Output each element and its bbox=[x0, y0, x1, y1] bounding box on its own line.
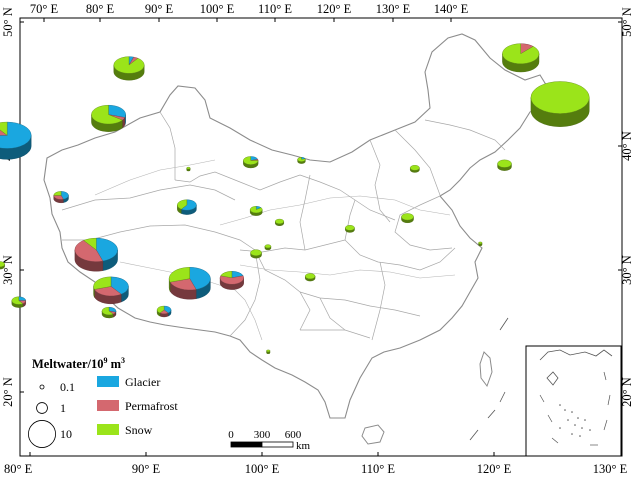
pie-slice-snow bbox=[0, 261, 5, 266]
pie-chart bbox=[220, 271, 244, 289]
legend-swatch-glacier bbox=[97, 376, 119, 387]
left-latitude-labels: 50° N40° N30° N20° N bbox=[1, 7, 15, 407]
right-lat-label: 40° N bbox=[620, 131, 634, 161]
legend-size-label: 0.1 bbox=[60, 380, 75, 394]
pie-chart bbox=[401, 213, 413, 222]
pie-chart bbox=[54, 191, 69, 202]
pie-slice-snow bbox=[114, 57, 144, 74]
bottom-lon-label: 100° E bbox=[245, 462, 280, 476]
left-lat-label: 20° N bbox=[1, 377, 15, 407]
legend-size-label: 1 bbox=[60, 401, 66, 415]
top-lon-label: 70° E bbox=[30, 2, 59, 16]
pie-slice-snow bbox=[305, 273, 315, 278]
pie-chart bbox=[169, 267, 210, 299]
legend-title: Meltwater/109 m3 bbox=[32, 356, 125, 371]
scale-tick-0: 0 bbox=[228, 429, 234, 441]
pie-slice-snow bbox=[265, 245, 271, 248]
pie-chart bbox=[91, 105, 125, 131]
legend-size-circle bbox=[37, 403, 48, 414]
pie-chart bbox=[250, 206, 262, 215]
scale-bar-white-segment bbox=[262, 442, 293, 447]
legend-size-circle bbox=[28, 420, 55, 447]
pie-slice-snow bbox=[410, 165, 419, 170]
pie-chart bbox=[12, 297, 26, 308]
pie-chart bbox=[410, 165, 419, 172]
pie-slice-snow bbox=[275, 219, 284, 224]
pie-chart bbox=[345, 225, 354, 232]
scale-unit: km bbox=[296, 440, 311, 452]
top-lon-label: 100° E bbox=[200, 2, 235, 16]
pie-chart bbox=[114, 57, 144, 81]
pie-chart bbox=[102, 307, 116, 318]
pie-slice-snow bbox=[345, 225, 354, 230]
legend-label-permafrost: Permafrost bbox=[125, 399, 178, 413]
legend-swatch-snow bbox=[97, 424, 119, 435]
bottom-longitude-labels: 80° E 90° E 100° E 110° E 120° E 130° E bbox=[4, 462, 628, 476]
pie-slice-snow bbox=[251, 250, 262, 256]
pie-chart bbox=[275, 219, 284, 226]
legend-size-circle bbox=[40, 385, 44, 389]
right-lat-label: 20° N bbox=[620, 377, 634, 407]
pie-chart bbox=[267, 350, 270, 354]
pie-chart bbox=[298, 157, 306, 163]
left-lat-label: 30° N bbox=[1, 255, 15, 285]
scale-bar-black-segment bbox=[231, 442, 262, 447]
top-lon-label: 90° E bbox=[145, 2, 174, 16]
pie-chart bbox=[94, 277, 129, 304]
bottom-lon-label: 90° E bbox=[132, 462, 161, 476]
pie-chart bbox=[177, 200, 196, 215]
pie-chart bbox=[305, 273, 315, 281]
pie-chart bbox=[187, 167, 190, 171]
pie-chart bbox=[265, 245, 271, 250]
pie-chart bbox=[157, 306, 171, 317]
bottom-lon-label: 130° E bbox=[593, 462, 628, 476]
pie-slice-snow bbox=[479, 242, 482, 244]
bottom-lon-label: 120° E bbox=[477, 462, 512, 476]
left-lat-label: 50° N bbox=[1, 7, 15, 37]
scale-tick-300: 300 bbox=[254, 429, 271, 441]
pie-chart bbox=[0, 122, 31, 159]
legend-swatch-permafrost bbox=[97, 400, 119, 411]
right-lat-label: 50° N bbox=[620, 7, 634, 37]
legend-label-glacier: Glacier bbox=[125, 375, 160, 389]
top-longitude-labels: 70° E 80° E 90° E 100° E 110° E 120° E 130° E 1… bbox=[30, 2, 469, 16]
legend-label-snow: Snow bbox=[125, 423, 153, 437]
pie-chart bbox=[243, 156, 258, 167]
south-china-sea-inset bbox=[526, 346, 621, 456]
pie-chart bbox=[479, 242, 482, 246]
pie-slice-snow bbox=[498, 160, 512, 168]
right-lat-label: 30° N bbox=[620, 255, 634, 285]
pie-slice-snow bbox=[267, 350, 270, 352]
top-lon-label: 80° E bbox=[86, 2, 115, 16]
bottom-lon-label: 80° E bbox=[4, 462, 33, 476]
pie-chart bbox=[502, 44, 539, 72]
bottom-lon-label: 110° E bbox=[361, 462, 395, 476]
pie-chart bbox=[75, 238, 118, 271]
pie-slice-snow bbox=[531, 81, 589, 113]
pie-chart bbox=[498, 160, 512, 171]
top-lon-label: 120° E bbox=[317, 2, 352, 16]
pie-slice-snow bbox=[401, 213, 413, 220]
pie-slice-snow bbox=[187, 167, 190, 169]
pie-chart bbox=[531, 81, 589, 126]
legend-size-label: 10 bbox=[60, 427, 72, 441]
top-lon-label: 140° E bbox=[434, 2, 469, 16]
top-lon-label: 130° E bbox=[376, 2, 411, 16]
top-lon-label: 110° E bbox=[258, 2, 292, 16]
pie-chart bbox=[0, 261, 5, 269]
pie-slice-snow bbox=[502, 44, 539, 64]
pie-chart bbox=[251, 250, 262, 259]
